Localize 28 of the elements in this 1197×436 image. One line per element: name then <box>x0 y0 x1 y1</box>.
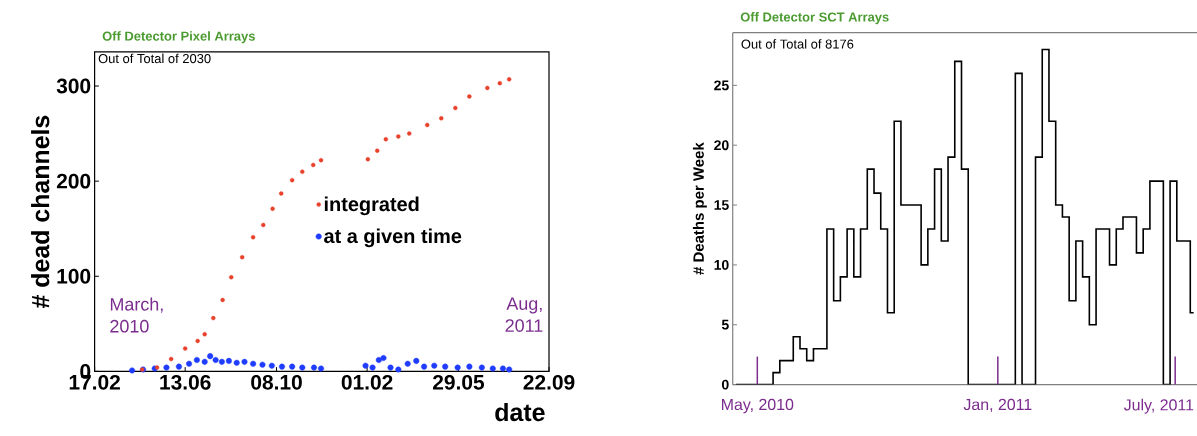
legend-label: at a given time <box>324 228 462 248</box>
annotation: Aug, 2011 <box>505 297 543 332</box>
y-axis-title: # Deaths per Week <box>692 142 707 275</box>
y-tick-label: 15 <box>714 200 729 210</box>
y-tick-label: 25 <box>714 80 729 91</box>
y-tick-label: 300 <box>56 78 91 94</box>
chart-title: Off Detector SCT Arrays <box>740 12 889 25</box>
x-tick-label: 13.06 <box>160 374 211 390</box>
text: Jan, 2011 <box>963 398 1032 412</box>
x-tick-label: 29.05 <box>432 374 485 390</box>
x-tick-label: 22.09 <box>523 374 575 390</box>
annotation: Out of Total of 8176 <box>741 39 854 49</box>
y-tick-label: 10 <box>714 259 729 270</box>
text: May, 2010 <box>722 398 794 414</box>
y-tick-label: 5 <box>721 319 729 330</box>
legend-label: integrated <box>324 196 419 216</box>
x-axis-title: date <box>495 402 545 422</box>
y-tick-label: 20 <box>714 140 729 151</box>
chart-title: Off Detector Pixel Arrays <box>102 31 255 44</box>
x-tick-label: 08.10 <box>251 374 302 390</box>
annotation: March, 2010 <box>110 297 163 333</box>
y-axis-title: # dead channels <box>31 115 50 309</box>
y-tick-label: 100 <box>57 268 91 284</box>
y-tick-label: 200 <box>56 173 91 189</box>
text: July, 2011 <box>1123 398 1194 414</box>
x-tick-label: 01.02 <box>341 374 393 390</box>
annotation: Out of Total of 2030 <box>98 53 211 64</box>
y-tick-label: 0 <box>721 379 729 390</box>
